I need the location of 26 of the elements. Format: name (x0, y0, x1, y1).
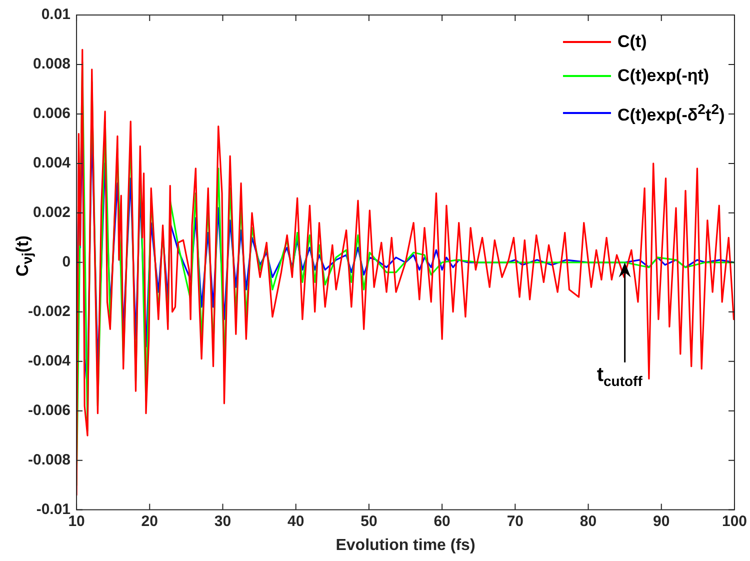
y-tick-label: 0.008 (32, 56, 71, 73)
y-tick-label: 0.01 (41, 6, 71, 24)
x-tick-label: 30 (214, 512, 232, 530)
x-tick-label: 20 (141, 512, 158, 530)
y-tick-label: 0 (62, 254, 71, 271)
x-tick-label: 60 (434, 512, 450, 530)
legend-label: C(t)exp(-ηt) (617, 65, 710, 87)
legend-label: C(t)exp(-δ$^{2}$t$^{2}$) (617, 101, 725, 127)
y-tick-label: -0.006 (28, 402, 71, 419)
y-tick-label: -0.01 (36, 500, 71, 518)
annotation: t$_{cutoff}$ (596, 364, 642, 390)
x-tick-label: 90 (653, 512, 670, 530)
x-tick-label: 100 (722, 512, 747, 530)
x-axis-title: Evolution time (fs) (336, 536, 476, 554)
y-tick-label: 0.004 (32, 154, 72, 172)
y-tick-label: 0.002 (32, 204, 71, 222)
x-tick-label: 10 (68, 512, 85, 530)
x-tick-label: 50 (360, 512, 378, 530)
y-tick-label: -0.002 (28, 303, 71, 320)
y-tick-label: -0.008 (28, 451, 71, 468)
x-tick-label: 70 (506, 512, 524, 530)
x-tick-label: 40 (288, 512, 304, 530)
x-tick-label: 80 (580, 512, 597, 530)
legend-label: C(t) (617, 31, 647, 53)
y-tick-label: 0.006 (32, 105, 71, 122)
y-tick-label: -0.004 (28, 352, 72, 370)
